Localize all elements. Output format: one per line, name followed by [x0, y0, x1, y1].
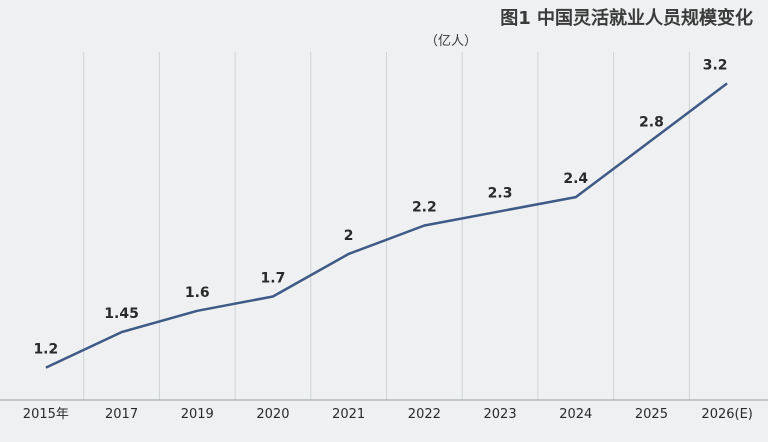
data-label: 1.7: [261, 271, 286, 287]
data-label: 1.45: [104, 306, 139, 322]
data-label: 2: [344, 228, 354, 244]
chart-title: 图1 中国灵活就业人员规模变化: [500, 7, 753, 29]
x-tick-label: 2019: [181, 407, 214, 422]
data-label: 2.8: [639, 114, 664, 130]
grid-lines: [83, 52, 690, 400]
series-line: [45, 82, 728, 369]
x-tick-label: 2025: [635, 407, 668, 422]
x-tick-label: 2026(E): [701, 407, 752, 422]
data-label: 2.3: [488, 185, 513, 201]
x-tick-label: 2020: [256, 407, 289, 422]
data-labels: 1.2 1.45 1.6 1.7 2 2.2 2.3 2.4 2.8 3.2: [33, 57, 727, 357]
x-tick-label: 2023: [484, 407, 517, 422]
x-tick-label: 2017: [105, 407, 138, 422]
data-label: 1.2: [33, 342, 58, 358]
data-label: 2.4: [563, 171, 588, 187]
data-label: 2.2: [412, 200, 437, 216]
chart-unit: （亿人）: [425, 34, 477, 49]
x-axis-ticks: 2015年 2017 2019 2020 2021 2022 2023 2024 2025 202…: [23, 407, 753, 422]
x-tick-label: 2021: [332, 407, 365, 422]
x-tick-label: 2015年: [23, 407, 69, 422]
x-tick-label: 2022: [408, 407, 441, 422]
data-label: 1.6: [185, 285, 210, 301]
x-tick-label: 2024: [559, 407, 592, 422]
data-label: 3.2: [703, 57, 728, 73]
